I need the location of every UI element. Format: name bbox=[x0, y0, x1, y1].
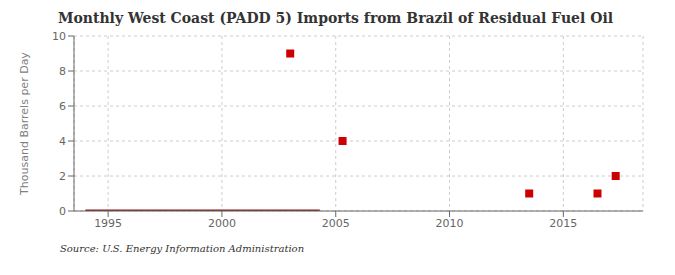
html-text:Monthly West Coast (PADD 5) Im: Monthly West Coast (PADD 5) Imports from… bbox=[57, 10, 614, 26]
svg-text:2005: 2005 bbox=[322, 217, 350, 230]
svg-text:Thousand Barrels per Day: Thousand Barrels per Day bbox=[18, 52, 31, 196]
svg-text:2015: 2015 bbox=[549, 217, 577, 230]
svg-text:6: 6 bbox=[59, 100, 66, 113]
svg-text:1995: 1995 bbox=[94, 217, 122, 230]
svg-text:10: 10 bbox=[52, 30, 66, 43]
svg-text:4: 4 bbox=[59, 135, 66, 148]
svg-text:2: 2 bbox=[59, 170, 66, 183]
svg-text:2010: 2010 bbox=[436, 217, 464, 230]
html-text:Source: U.S. Energy Informatio: Source: U.S. Energy Information Administ… bbox=[60, 243, 305, 254]
svg-text:2000: 2000 bbox=[208, 217, 236, 230]
svg-text:0: 0 bbox=[59, 205, 66, 218]
svg-text:8: 8 bbox=[59, 65, 66, 78]
